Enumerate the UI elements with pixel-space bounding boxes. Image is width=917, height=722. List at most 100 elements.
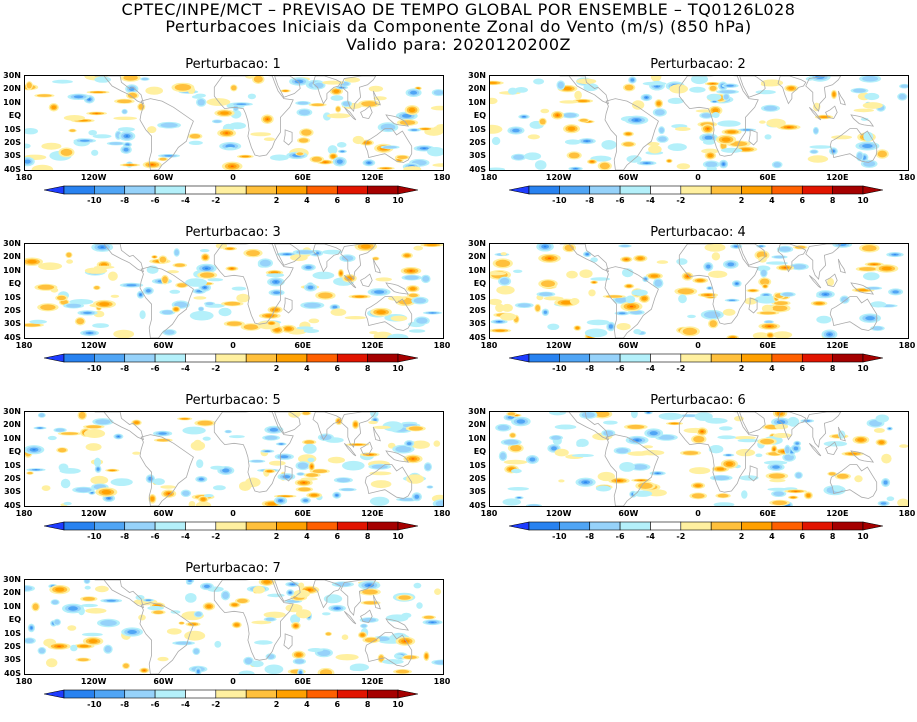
negative-anomaly — [91, 149, 99, 156]
negative-anomaly — [117, 436, 120, 437]
positive-anomaly — [772, 305, 788, 312]
positive-anomaly — [167, 493, 170, 495]
coastline — [372, 426, 381, 442]
negative-anomaly — [195, 93, 206, 98]
longitude-label: 60E — [759, 509, 776, 518]
colorbar-label: -4 — [181, 700, 190, 709]
colorbar-label: -8 — [120, 364, 130, 373]
negative-anomaly — [763, 105, 778, 111]
positive-anomaly — [181, 418, 189, 420]
negative-anomaly — [512, 128, 520, 133]
negative-anomaly — [889, 428, 891, 429]
positive-anomaly — [625, 132, 631, 136]
longitude-label: 60E — [294, 173, 311, 182]
longitude-label: 120W — [80, 341, 107, 350]
negative-anomaly — [551, 435, 562, 440]
negative-anomaly — [213, 120, 221, 123]
negative-anomaly — [576, 438, 589, 447]
coastline — [94, 244, 144, 273]
negative-anomaly — [222, 468, 230, 473]
positive-anomaly — [413, 245, 424, 251]
negative-anomaly — [110, 478, 133, 486]
coastline — [808, 274, 822, 289]
negative-anomaly — [824, 293, 827, 295]
negative-anomaly — [303, 302, 321, 308]
negative-anomaly — [122, 109, 127, 114]
positive-anomaly — [783, 267, 787, 269]
colorbar-wrapper: -10 -8 -6 -4 -2 2 4 6 8 10 — [509, 521, 883, 545]
colorbar-label: 4 — [304, 700, 310, 709]
colorbar-segment — [771, 521, 803, 531]
panel-title: Perturbacao: 3 — [185, 225, 281, 240]
negative-anomaly — [382, 421, 404, 432]
negative-anomaly — [601, 140, 617, 150]
positive-anomaly — [150, 496, 155, 501]
negative-anomaly — [431, 312, 434, 314]
negative-anomaly — [266, 273, 285, 278]
coastline — [748, 465, 758, 482]
positive-anomaly — [501, 303, 513, 312]
positive-anomaly — [162, 276, 168, 284]
latitude-label: EQ — [8, 279, 21, 289]
colorbar-max-arrow — [862, 521, 883, 531]
negative-anomaly — [590, 257, 598, 263]
map-frame — [489, 411, 909, 507]
coastline — [312, 412, 342, 441]
negative-anomaly — [95, 419, 111, 425]
negative-anomaly — [795, 442, 799, 445]
colorbar-label: 10 — [392, 532, 404, 541]
positive-anomaly — [881, 266, 892, 271]
colorbar-segment — [832, 353, 864, 363]
colorbar-segment — [94, 689, 126, 699]
positive-anomaly — [591, 161, 593, 163]
colorbar-label: 10 — [857, 532, 869, 541]
colorbar-label: -2 — [676, 364, 686, 373]
latitude-label: 40S — [469, 500, 486, 510]
coastline — [274, 76, 301, 98]
colorbar-label: -8 — [120, 532, 130, 541]
positive-anomaly — [815, 302, 823, 305]
negative-anomaly — [517, 303, 531, 308]
positive-anomaly — [701, 430, 703, 433]
positive-anomaly — [768, 333, 773, 337]
negative-anomaly — [539, 292, 553, 297]
positive-anomaly — [788, 86, 795, 90]
negative-anomaly — [88, 98, 91, 100]
positive-anomaly — [769, 478, 786, 483]
negative-anomaly — [863, 272, 880, 281]
negative-anomaly — [586, 253, 588, 255]
coastline — [213, 244, 294, 325]
negative-anomaly — [524, 152, 542, 161]
coastline — [312, 76, 342, 105]
positive-anomaly — [761, 304, 773, 313]
positive-anomaly — [361, 101, 378, 107]
latitude-label: 30N — [468, 239, 486, 248]
colorbar-segment — [215, 689, 247, 699]
coastline — [777, 412, 807, 441]
negative-anomaly — [511, 468, 522, 474]
positive-anomaly — [85, 443, 102, 451]
negative-anomaly — [169, 289, 181, 294]
positive-anomaly — [128, 164, 132, 166]
coastline — [777, 76, 807, 105]
colorbar-label: 4 — [304, 196, 310, 205]
colorbar-label: 10 — [392, 700, 404, 709]
latitude-label: 20N — [3, 252, 21, 262]
colorbar-max-arrow — [397, 521, 418, 531]
colorbar-segment — [680, 185, 712, 195]
negative-anomaly — [222, 591, 229, 599]
coastline — [678, 76, 759, 157]
negative-anomaly — [25, 143, 31, 149]
positive-anomaly — [79, 644, 89, 648]
positive-anomaly — [510, 444, 522, 452]
colorbar-label: 2 — [273, 700, 280, 709]
coastline — [837, 426, 846, 442]
negative-anomaly — [435, 500, 443, 506]
negative-anomaly — [712, 100, 717, 103]
positive-anomaly — [90, 475, 109, 485]
positive-anomaly — [82, 597, 95, 601]
positive-anomaly — [57, 645, 61, 647]
positive-anomaly — [639, 480, 643, 481]
positive-anomaly — [862, 245, 877, 252]
positive-anomaly — [55, 587, 65, 592]
